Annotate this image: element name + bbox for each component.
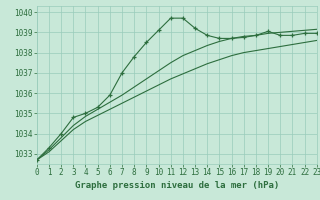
X-axis label: Graphe pression niveau de la mer (hPa): Graphe pression niveau de la mer (hPa) bbox=[75, 181, 279, 190]
